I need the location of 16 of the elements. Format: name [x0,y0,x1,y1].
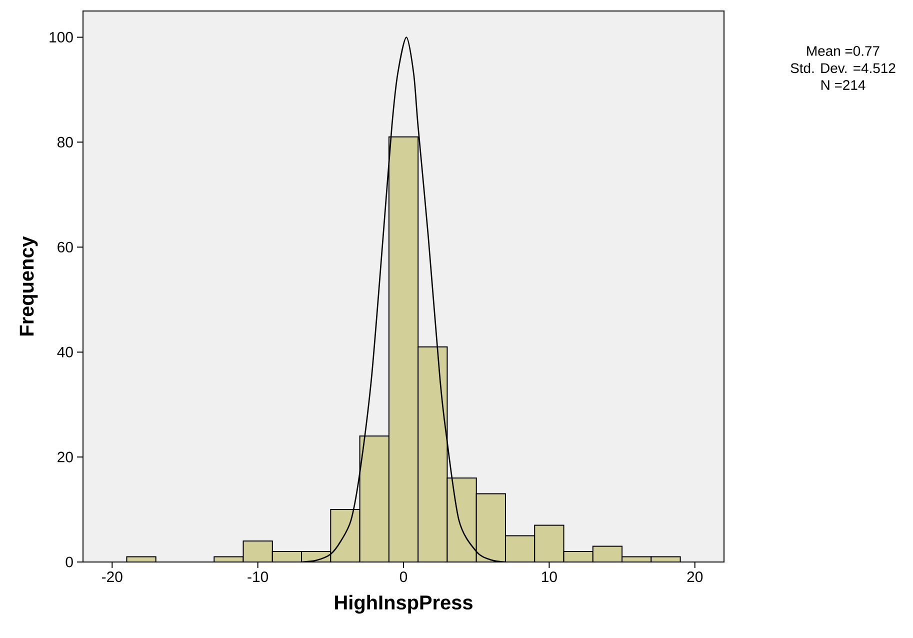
y-tick-label: 80 [58,136,73,148]
y-tick-label: 40 [57,346,73,358]
x-tick-label: -10 [248,572,268,582]
text: Std. Dev. =4.512 [790,62,896,74]
y-tick-label: 100 [50,32,73,43]
y-tick-label: 20 [58,452,73,462]
y-tick-label: 0 [66,556,73,568]
x-tick-label: 20 [687,572,703,582]
x-tick-label: 10 [542,572,557,582]
x-tick-label: -20 [102,572,122,582]
y-axis-title: Frequency [20,236,38,336]
y-tick-label: 60 [58,242,73,252]
text: Mean =0.77 [807,46,880,56]
x-axis-title: HighInspPress [335,594,472,614]
text: N =214 [821,80,866,90]
x-tick-label: 0 [400,572,408,582]
